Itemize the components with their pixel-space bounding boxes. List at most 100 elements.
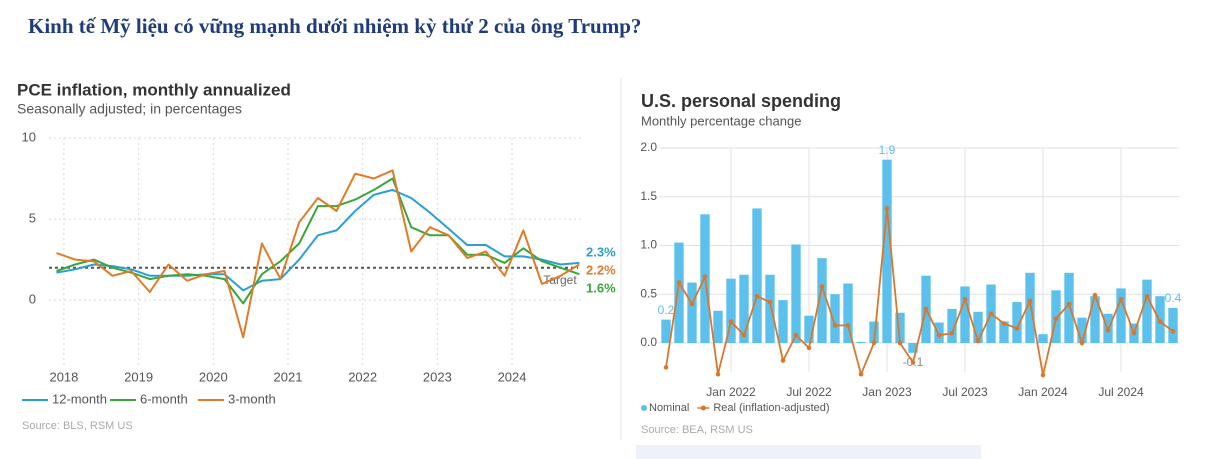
bar bbox=[960, 286, 970, 343]
bar bbox=[713, 310, 723, 343]
bar bbox=[739, 274, 749, 343]
x-tick-label: 2024 bbox=[498, 369, 527, 384]
y-tick-label: 1.0 bbox=[640, 238, 657, 252]
point bbox=[767, 299, 773, 305]
x-tick-label: 2023 bbox=[423, 369, 452, 384]
point bbox=[1144, 293, 1150, 299]
value-label: 0.2 bbox=[658, 303, 675, 317]
bar bbox=[752, 208, 762, 343]
bar bbox=[1012, 302, 1022, 343]
source: Source: BEA, RSM US bbox=[641, 424, 753, 436]
x-tick-label: Jul 2024 bbox=[1098, 385, 1144, 399]
point bbox=[897, 340, 903, 346]
x-tick-label: 2018 bbox=[49, 369, 78, 384]
point bbox=[819, 284, 825, 289]
legend-label: 3-month bbox=[228, 391, 276, 406]
point bbox=[1066, 301, 1072, 307]
point bbox=[663, 365, 669, 370]
chart-subtitle: Seasonally adjusted; in percentages bbox=[17, 101, 242, 117]
series-line bbox=[56, 188, 580, 292]
bar bbox=[1025, 272, 1035, 343]
bar bbox=[661, 319, 671, 343]
point bbox=[741, 332, 747, 338]
point bbox=[1014, 326, 1020, 331]
point bbox=[936, 332, 942, 338]
point bbox=[1105, 328, 1111, 333]
point bbox=[780, 358, 786, 363]
point bbox=[1131, 330, 1137, 336]
bar bbox=[726, 278, 736, 343]
x-tick-label: 2022 bbox=[348, 369, 377, 384]
x-tick-label: Jan 2024 bbox=[1018, 385, 1068, 399]
point bbox=[1092, 292, 1098, 298]
chart-subtitle: Monthly percentage change bbox=[641, 113, 801, 128]
source: Source: BLS, RSM US bbox=[22, 420, 133, 432]
point bbox=[1001, 321, 1007, 326]
point bbox=[910, 360, 916, 365]
end-label: 1.6% bbox=[586, 280, 616, 295]
end-label: 2.3% bbox=[586, 244, 616, 259]
target-label: Target bbox=[543, 273, 577, 287]
point bbox=[715, 371, 721, 377]
point bbox=[1157, 319, 1163, 324]
bar bbox=[895, 312, 905, 343]
point bbox=[1040, 372, 1046, 378]
x-tick-label: Jan 2023 bbox=[862, 385, 912, 399]
value-label: 0.4 bbox=[1165, 291, 1182, 305]
point bbox=[689, 301, 695, 307]
x-tick-label: 2020 bbox=[199, 369, 228, 384]
point bbox=[1118, 296, 1124, 302]
x-tick-label: Jan 2022 bbox=[706, 385, 756, 399]
point bbox=[1079, 340, 1085, 346]
point bbox=[988, 311, 994, 317]
point bbox=[884, 206, 890, 211]
y-tick-label: 1.5 bbox=[640, 189, 657, 203]
y-tick-label: 0.0 bbox=[640, 335, 657, 349]
bar bbox=[804, 315, 814, 343]
bar bbox=[947, 308, 957, 343]
bar bbox=[999, 321, 1009, 343]
bar bbox=[869, 321, 879, 343]
series-line bbox=[56, 169, 580, 339]
page-title: Kinh tế Mỹ liệu có vững mạnh dưới nhiệm … bbox=[28, 14, 641, 38]
point bbox=[1027, 298, 1033, 304]
bar bbox=[1077, 317, 1087, 343]
bar bbox=[687, 282, 697, 343]
bar bbox=[973, 311, 983, 343]
point bbox=[923, 306, 929, 312]
legend-label: Nominal bbox=[649, 402, 689, 414]
point bbox=[1053, 316, 1059, 321]
point bbox=[728, 319, 734, 324]
point bbox=[871, 340, 877, 346]
legend-label: 6-month bbox=[140, 391, 188, 406]
point bbox=[858, 371, 864, 377]
chart-title: U.S. personal spending bbox=[641, 91, 841, 111]
point bbox=[1170, 329, 1176, 334]
point bbox=[949, 330, 955, 336]
y-tick-label: 5 bbox=[29, 211, 36, 226]
point bbox=[832, 323, 838, 328]
bar bbox=[934, 322, 944, 343]
bar bbox=[830, 294, 840, 343]
bar bbox=[778, 300, 788, 343]
point bbox=[793, 332, 799, 338]
bar bbox=[791, 244, 801, 343]
y-tick-label: 0.5 bbox=[640, 286, 657, 300]
point bbox=[806, 345, 812, 351]
y-tick-label: 2.0 bbox=[640, 140, 657, 154]
x-tick-label: Jul 2023 bbox=[942, 385, 988, 399]
bar bbox=[1038, 334, 1048, 343]
bar bbox=[882, 159, 892, 343]
bar bbox=[1142, 279, 1152, 343]
legend-swatch bbox=[700, 405, 706, 411]
end-label: 2.2% bbox=[586, 262, 616, 277]
chart-title: PCE inflation, monthly annualized bbox=[17, 80, 291, 99]
y-tick-label: 0 bbox=[29, 292, 36, 307]
x-tick-label: 2021 bbox=[274, 369, 303, 384]
bar bbox=[1064, 272, 1074, 343]
bar bbox=[674, 242, 684, 343]
series-line bbox=[56, 177, 580, 305]
